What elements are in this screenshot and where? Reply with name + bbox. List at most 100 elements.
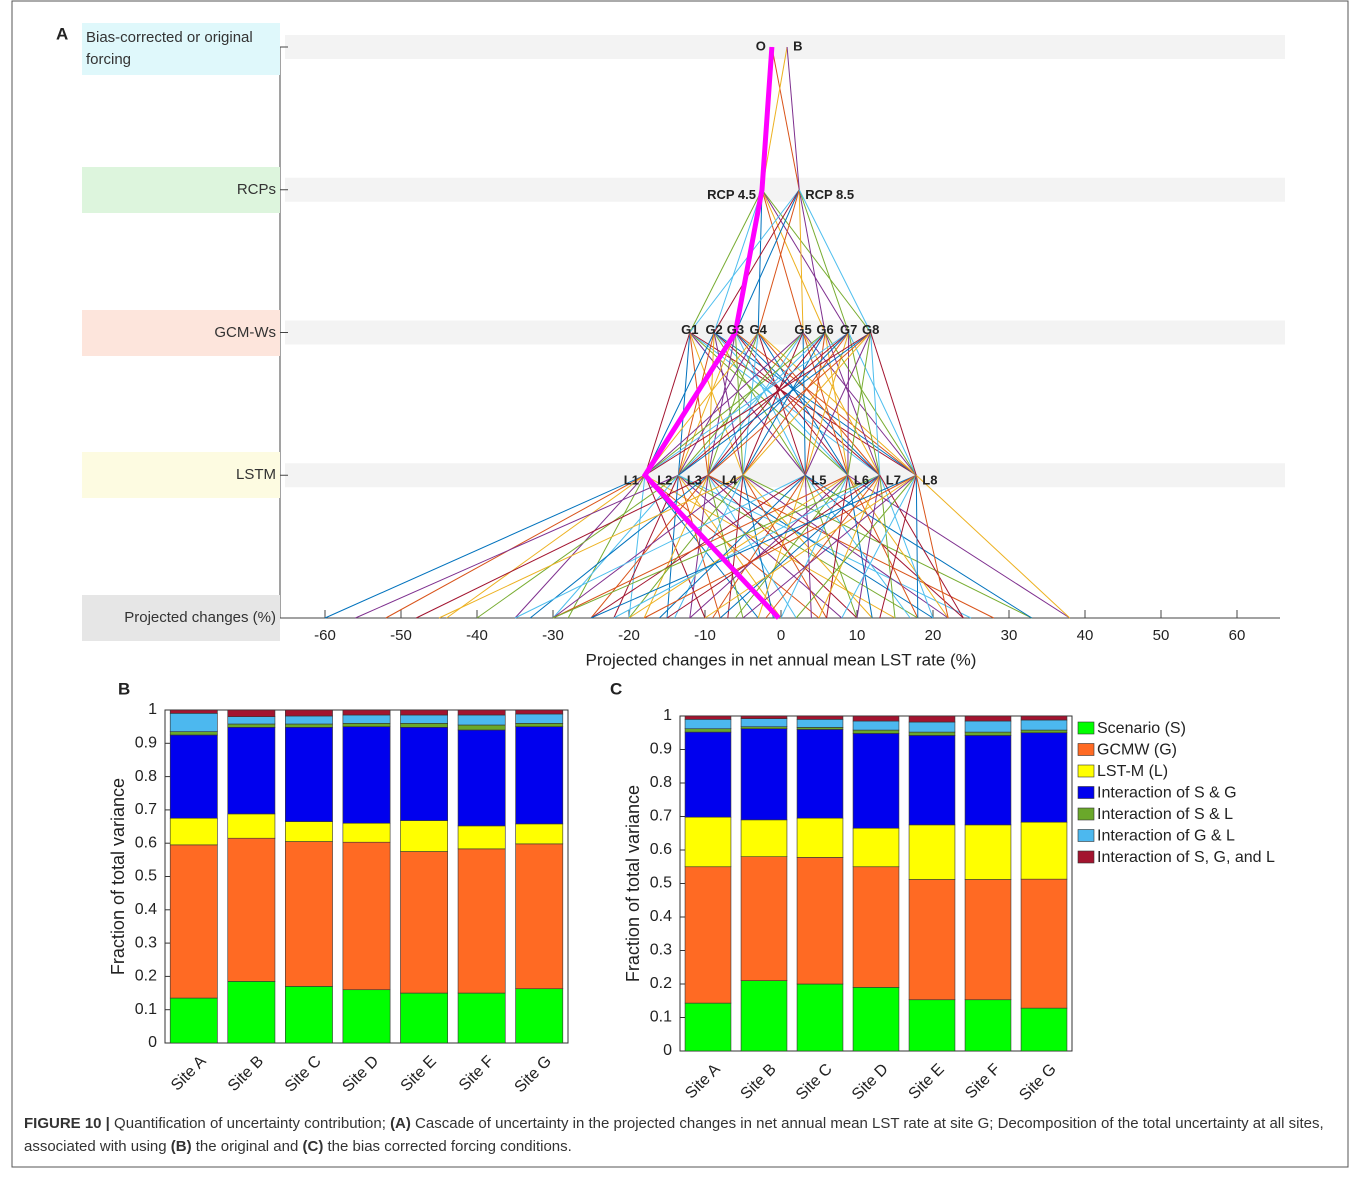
cascade-link (644, 332, 804, 476)
projection-link (795, 474, 917, 619)
y-tick-label: 0.5 (650, 875, 672, 892)
cascade-link (644, 332, 826, 476)
bar-segment (740, 715, 788, 719)
cascade-link (677, 332, 691, 476)
cascade-link (798, 189, 804, 333)
projection-link (742, 475, 774, 619)
legend-label: GCMW (G) (1097, 742, 1177, 759)
bar-segment (515, 726, 564, 825)
node-label: G8 (862, 322, 879, 337)
x-tick-label: Site F (456, 1053, 498, 1095)
bar-segment (684, 728, 732, 733)
cascade-link (689, 332, 709, 476)
projection-link (355, 474, 679, 619)
y-tick-label: 0.1 (650, 1009, 672, 1026)
bar-segment (740, 856, 788, 981)
cascade-link (798, 189, 850, 333)
projection-link (567, 475, 646, 619)
bar-segment (227, 716, 276, 725)
projection-link (628, 474, 849, 619)
level-band (285, 177, 1285, 202)
bar-segment (285, 709, 333, 717)
panel-label: B (118, 679, 130, 698)
y-tick-label: 0.9 (650, 741, 672, 758)
bar-segment (852, 733, 900, 829)
bar-segment (684, 1002, 732, 1052)
cascade-link (761, 189, 872, 333)
cascade-link (847, 332, 872, 476)
projection-link (514, 474, 646, 619)
cascade-link (804, 332, 872, 476)
bar-segment (400, 727, 448, 821)
x-tick-label: Site E (906, 1061, 948, 1103)
cascade-link (707, 332, 804, 476)
bar-segment (169, 709, 218, 714)
bar-segment (964, 731, 1012, 736)
bar-segment (908, 735, 956, 826)
x-tick-label: Site G (1016, 1061, 1059, 1104)
cascade-link (742, 332, 872, 476)
bar-segment (796, 719, 844, 728)
cascade-link (757, 332, 806, 476)
node-label: G4 (750, 322, 768, 337)
cascade-link (644, 332, 715, 476)
projection-link (707, 474, 995, 619)
highlight-path (641, 46, 781, 620)
bar-segment (740, 718, 788, 728)
x-tick-label: -10 (694, 627, 716, 644)
bar-segment (342, 714, 391, 724)
bar-segment (285, 986, 333, 1044)
projection-link (742, 474, 873, 619)
caption-segment: the bias corrected forcing conditions. (323, 1138, 572, 1155)
projection-link (677, 474, 782, 619)
cascade-link (771, 46, 800, 190)
cascade-link (644, 332, 849, 476)
legend-label: Interaction of G & L (1097, 828, 1235, 845)
node-label: L2 (657, 473, 672, 488)
cascade-link (713, 332, 881, 476)
bar-segment (285, 821, 333, 842)
legend-label: Interaction of S, G, and L (1097, 849, 1275, 866)
x-tick-label: -60 (314, 627, 336, 644)
bar-segment (964, 824, 1012, 880)
y-tick-label: 1 (148, 701, 157, 718)
cascade-link (802, 332, 806, 476)
cascade-link (734, 189, 800, 333)
x-tick-label: Site D (339, 1053, 382, 1096)
projection-link (707, 474, 858, 619)
legend-swatch (1077, 743, 1095, 756)
legend-swatch (1077, 850, 1095, 864)
projection-link (590, 474, 917, 619)
node-label: RCP 4.5 (707, 187, 756, 202)
y-tick-label: 0.8 (135, 768, 157, 785)
cascade-link (734, 332, 744, 476)
cascade-link (802, 332, 849, 476)
bar-segment (1020, 732, 1068, 823)
projection-link (529, 474, 709, 619)
bar-segment (852, 866, 900, 988)
projection-link (780, 475, 849, 619)
projection-link (805, 474, 1033, 619)
bar-segment (908, 721, 956, 733)
x-tick-label: 10 (849, 627, 866, 644)
bar-segment (796, 715, 844, 720)
bar-segment (515, 843, 564, 990)
x-tick-label: 30 (1001, 627, 1018, 644)
bar-segment (285, 727, 333, 822)
level-label: LSTM (82, 452, 280, 499)
cascade-link (677, 332, 759, 476)
x-tick-label: 50 (1153, 627, 1170, 644)
bar-segment (852, 715, 900, 722)
cascade-link (713, 189, 763, 333)
cascade-link (678, 332, 826, 476)
caption-segment: (A) (390, 1115, 411, 1132)
bar-segment (964, 715, 1012, 722)
bar-segment (908, 999, 956, 1052)
cascade-link (742, 332, 850, 476)
legend-swatch (1077, 764, 1095, 778)
x-tick-label: Site A (168, 1053, 210, 1095)
bar-segment (852, 827, 900, 868)
bar-segment (796, 983, 844, 1052)
bar-segment (457, 729, 506, 827)
bar-segment (169, 731, 218, 736)
